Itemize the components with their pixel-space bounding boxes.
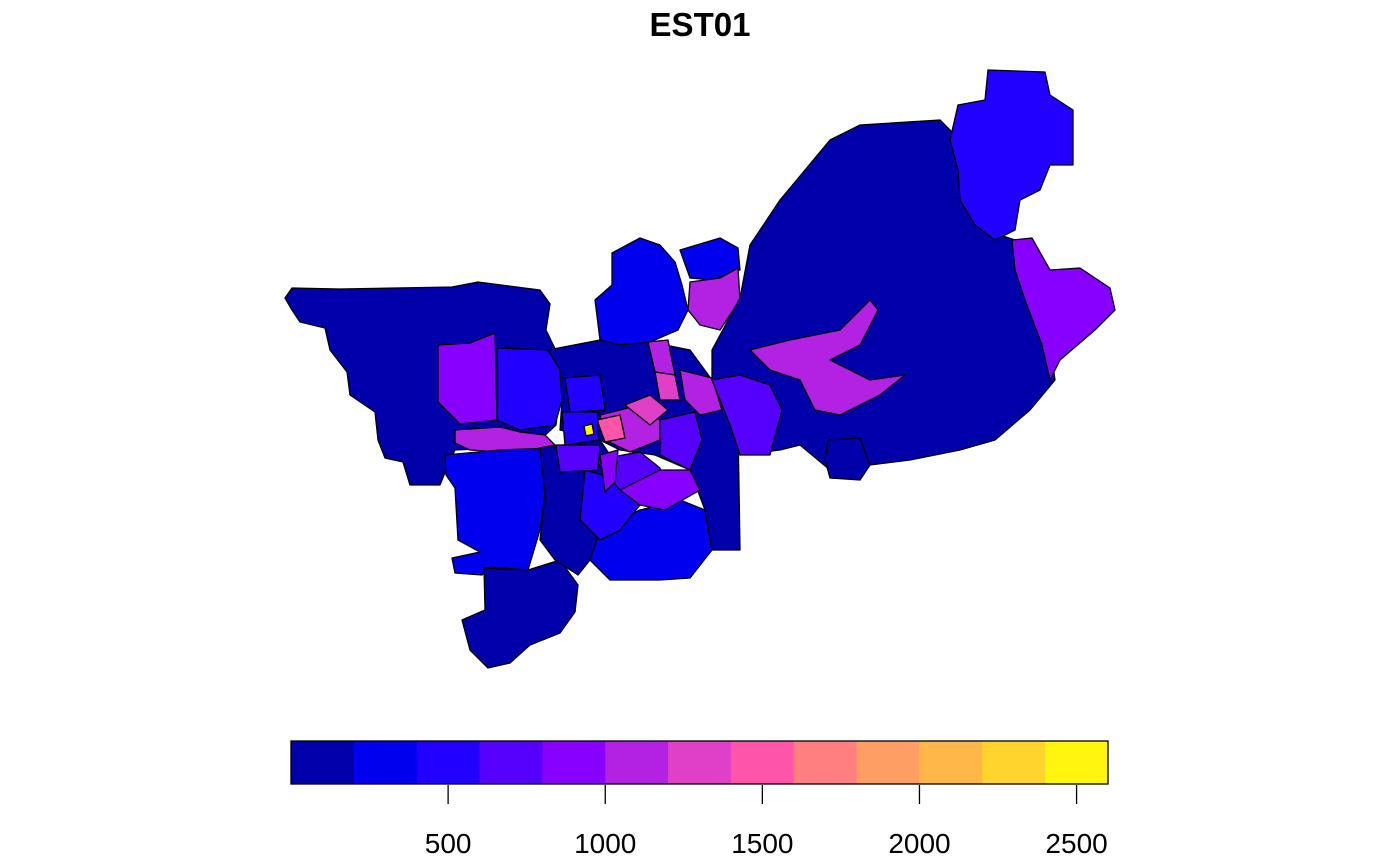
legend-swatch — [542, 741, 606, 784]
region-center-i — [659, 411, 703, 471]
region-southeast — [824, 437, 871, 481]
region-center-g — [654, 371, 681, 401]
region-far-east-violet — [1011, 237, 1116, 381]
region-midwest-blue — [496, 347, 563, 431]
region-center-j — [619, 469, 701, 511]
legend-swatch — [668, 741, 732, 784]
legend-frame — [290, 740, 1109, 785]
legend-swatch — [1045, 741, 1109, 784]
legend-swatch — [353, 741, 418, 784]
legend-swatch — [919, 741, 983, 784]
region-south-prong — [461, 559, 579, 669]
region-north-center-blue — [594, 237, 689, 346]
legend-swatch — [856, 741, 920, 784]
legend-tick-label: 1000 — [574, 828, 636, 859]
region-center-k — [564, 374, 606, 413]
legend-tick-label: 2000 — [888, 828, 950, 859]
legend-swatch — [605, 741, 669, 784]
region-north-blue-2 — [679, 237, 741, 281]
legend-swatch — [982, 741, 1046, 784]
legend-tick-label: 2500 — [1045, 828, 1107, 859]
color-legend: 500 1000 1500 2000 2500 — [290, 740, 1109, 859]
legend-tick-label: 500 — [425, 828, 472, 859]
region-east-violet — [711, 374, 783, 456]
region-center-m — [555, 444, 601, 473]
map-title: EST01 — [650, 6, 751, 43]
region-north-purple — [687, 267, 741, 331]
region-east-purple-band — [749, 299, 906, 416]
legend-swatch — [416, 741, 481, 784]
region-center-l — [561, 411, 599, 446]
region-northeast-blue — [949, 69, 1074, 241]
legend-tick-label: 1500 — [731, 828, 793, 859]
region-west-violet — [437, 332, 498, 425]
region-hotspot — [583, 423, 595, 437]
legend-swatch — [479, 741, 543, 784]
legend-swatch — [730, 741, 795, 784]
choropleth-map — [284, 69, 1116, 669]
region-center-b — [599, 449, 619, 493]
legend-swatch — [291, 741, 355, 784]
region-center-d — [624, 394, 669, 426]
legend-swatch — [793, 741, 858, 784]
region-center-h — [679, 369, 723, 416]
region-center-e — [596, 414, 626, 443]
